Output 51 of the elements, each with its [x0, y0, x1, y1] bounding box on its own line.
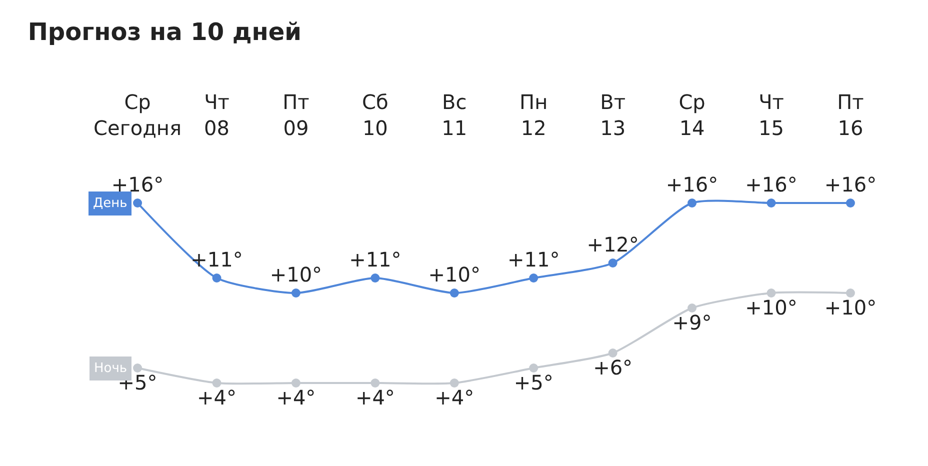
x-tick-label: Пт 16 [837, 90, 864, 140]
data-label: +10° [824, 296, 877, 320]
data-label: +4° [355, 386, 395, 410]
point [766, 198, 776, 208]
data-label: +16° [824, 172, 877, 196]
data-label: +5° [514, 370, 554, 395]
point [291, 378, 300, 388]
data-label: +4° [276, 386, 316, 410]
data-label: +10° [745, 296, 798, 320]
point [688, 198, 697, 208]
series-label: День [93, 196, 128, 211]
x-tick-label: Вс 11 [442, 90, 468, 140]
point [291, 288, 300, 298]
point [846, 198, 855, 208]
x-tick-label: Ср 14 [678, 90, 706, 140]
x-tick-label: Вт 13 [600, 90, 626, 140]
chart-title: Прогноз на 10 дней [28, 18, 302, 46]
data-label: +10° [270, 262, 322, 286]
point [846, 288, 855, 298]
data-label: +10° [428, 262, 480, 286]
point [133, 198, 142, 208]
point [688, 304, 697, 312]
point [370, 378, 380, 388]
data-label: +11° [508, 247, 560, 272]
data-label: +16° [111, 172, 164, 196]
data-label: +12° [586, 232, 639, 256]
x-tick-label: Чт 15 [758, 90, 784, 140]
data-label: +11° [190, 247, 243, 272]
point [212, 378, 222, 388]
point [608, 348, 618, 358]
point [766, 288, 776, 298]
x-tick-label: Ср Сегодня [94, 90, 182, 140]
data-label: +16° [745, 172, 798, 196]
data-label: +4° [434, 386, 474, 410]
point [212, 274, 222, 282]
point [450, 378, 459, 388]
data-label: +11° [349, 247, 402, 272]
point [529, 274, 538, 282]
x-tick-label: Сб 10 [362, 90, 388, 140]
data-label: +4° [197, 386, 236, 410]
data-label: +6° [593, 356, 633, 380]
point [450, 288, 459, 298]
point [133, 364, 142, 372]
x-tick-label: Чт 08 [204, 90, 230, 140]
x-tick-label: Пт 09 [282, 90, 310, 140]
data-label: +9° [672, 310, 712, 335]
point [370, 274, 380, 282]
data-label: +16° [666, 172, 718, 196]
point [529, 364, 538, 372]
point [608, 258, 618, 268]
x-tick-label: Пн 12 [520, 90, 548, 140]
